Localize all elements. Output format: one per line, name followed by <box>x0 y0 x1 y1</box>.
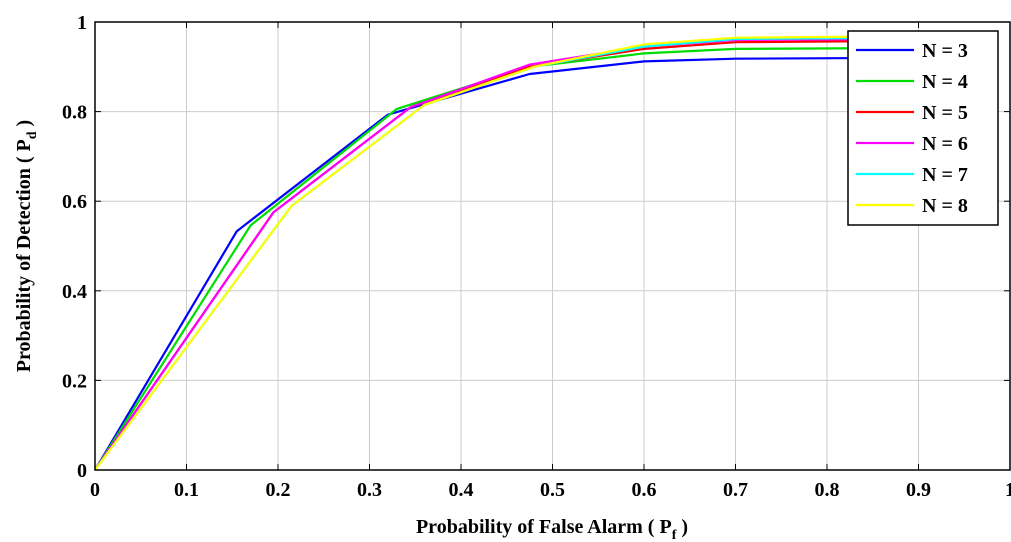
y-tick-label: 0 <box>77 460 87 482</box>
legend-label: N = 6 <box>922 133 968 155</box>
y-tick-label: 0.4 <box>62 281 87 303</box>
x-tick-label: 0.3 <box>357 479 382 501</box>
legend-label: N = 8 <box>922 195 968 217</box>
x-axis-label: Probability of False Alarm ( Pf ) <box>416 516 688 542</box>
legend: N = 3 N = 4 N = 5 N = 6 N = 7 N = 8 <box>847 30 999 226</box>
x-tick-label: 0.9 <box>906 479 931 501</box>
legend-label: N = 7 <box>922 164 968 186</box>
x-tick-label: 1 <box>1005 479 1011 501</box>
x-tick-label: 0 <box>90 479 100 501</box>
y-tick-label: 0.2 <box>62 370 87 392</box>
y-tick-label: 0.6 <box>62 191 87 213</box>
x-tick-label: 0.7 <box>723 479 748 501</box>
x-tick-label: 0.4 <box>449 479 474 501</box>
legend-box <box>847 30 999 226</box>
x-tick-label: 0.2 <box>266 479 291 501</box>
x-tick-label: 0.1 <box>174 479 199 501</box>
x-axis-ticks: 0 0.1 0.2 0.3 0.4 0.5 0.6 0.7 0.8 0.9 1 <box>90 22 1011 501</box>
y-tick-label: 0.8 <box>62 102 87 124</box>
legend-label: N = 5 <box>922 102 968 124</box>
series-line-n3 <box>94 56 919 471</box>
y-tick-label: 1 <box>77 12 87 34</box>
legend-label: N = 4 <box>922 71 968 93</box>
x-tick-label: 0.5 <box>540 479 565 501</box>
legend-label: N = 3 <box>922 40 968 62</box>
series-lines <box>94 35 919 471</box>
series-line-n8 <box>94 35 919 471</box>
x-tick-label: 0.6 <box>632 479 657 501</box>
x-tick-label: 0.8 <box>815 479 840 501</box>
y-axis-label: Probability of Detection ( Pd ) <box>13 120 40 372</box>
y-axis-ticks: 0 0.2 0.4 0.6 0.8 1 <box>62 12 1010 482</box>
